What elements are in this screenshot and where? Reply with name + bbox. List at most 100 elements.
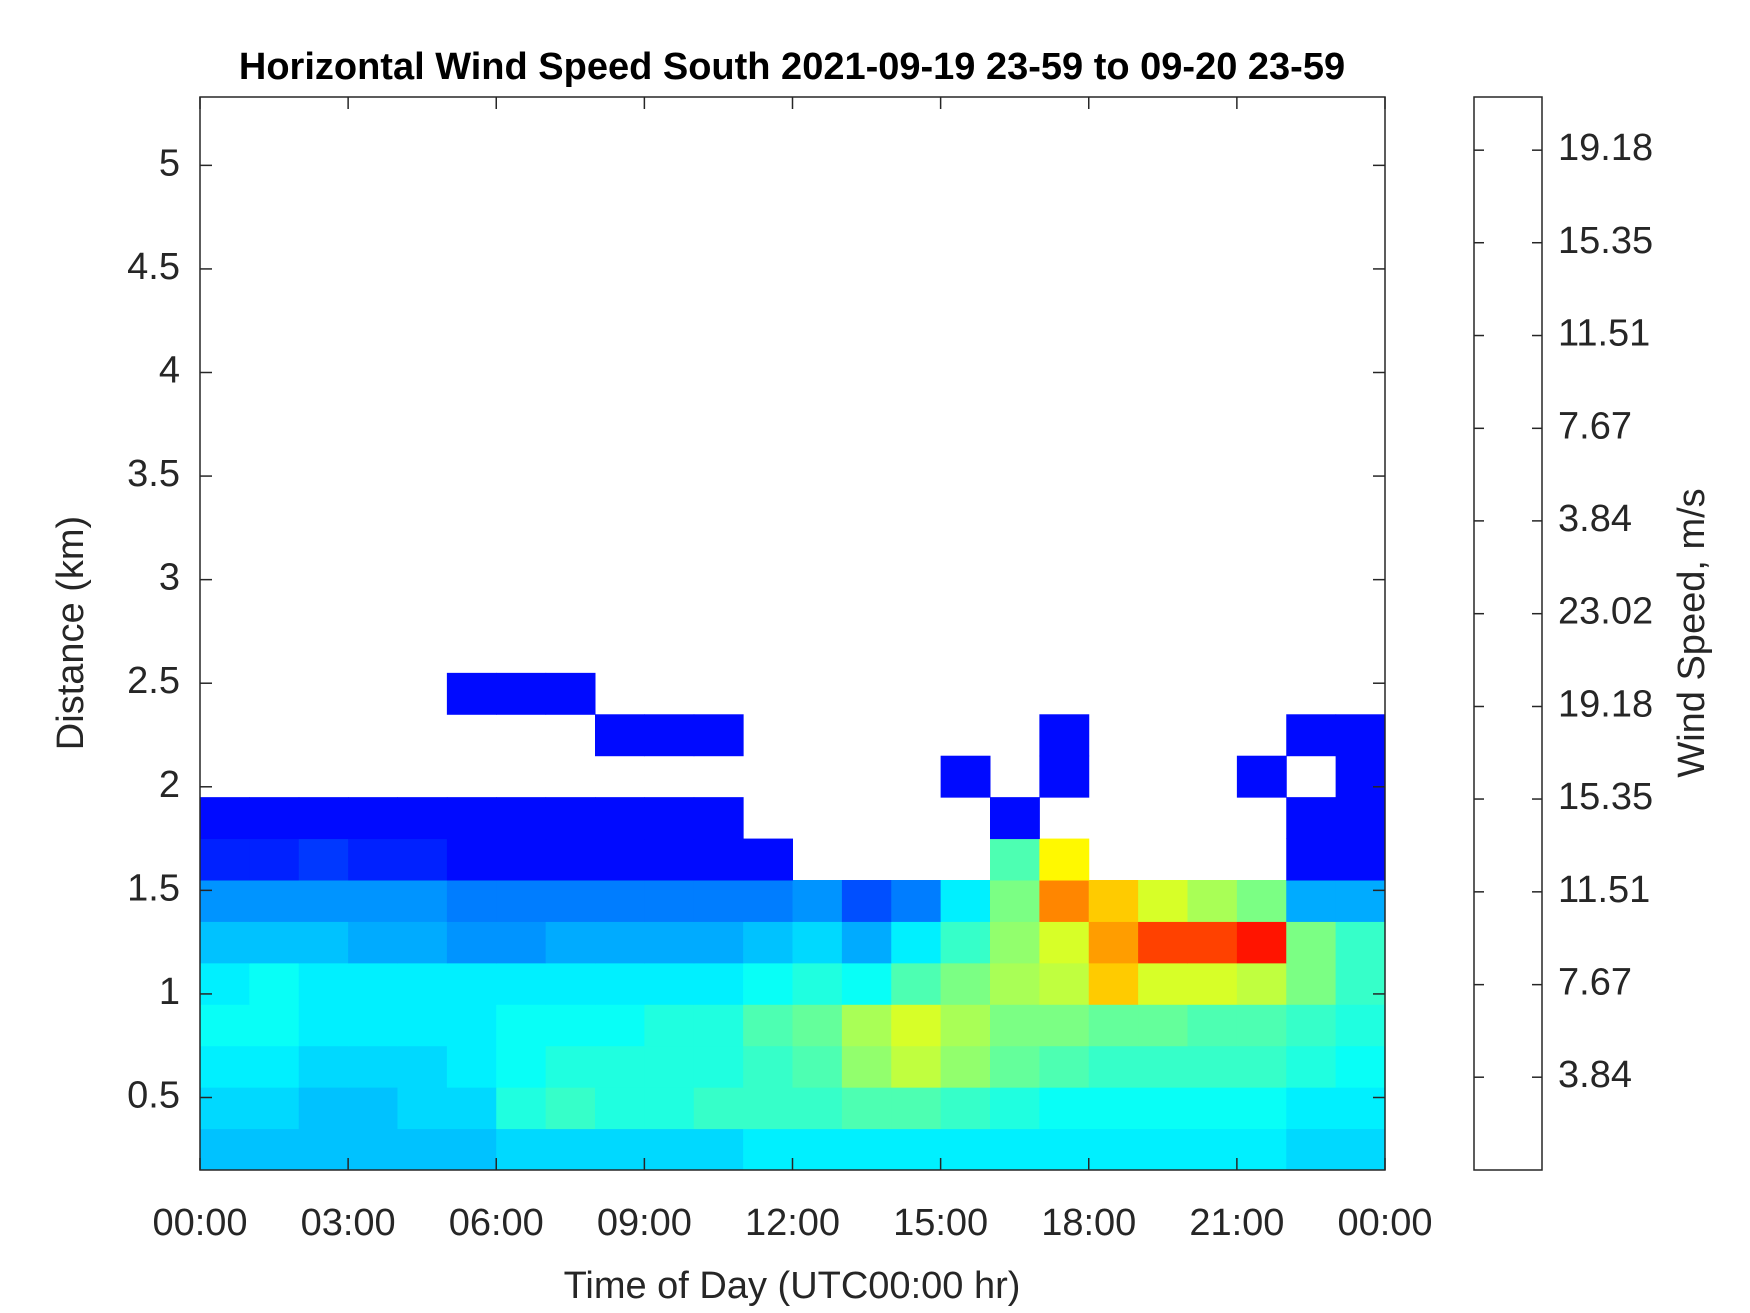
- heat-cell: [1335, 1045, 1386, 1088]
- heat-cell: [348, 921, 398, 964]
- heat-cell: [348, 1004, 398, 1047]
- heat-cell: [1088, 962, 1139, 1005]
- colorbar: [1473, 96, 1543, 1171]
- colorbar-tick-label: 7.67: [1558, 405, 1632, 447]
- heat-cell: [693, 838, 744, 881]
- heat-cell: [990, 921, 1040, 964]
- y-axis-label: Distance (km): [50, 516, 92, 750]
- heat-cell: [446, 1004, 497, 1047]
- heat-cell: [940, 880, 991, 922]
- colorbar-tick-label: 15.35: [1558, 776, 1653, 818]
- heat-cell: [792, 1087, 843, 1130]
- heat-cell: [249, 797, 300, 840]
- heat-cell: [545, 921, 596, 964]
- heat-cell: [792, 1045, 843, 1088]
- heat-cell: [1138, 1128, 1188, 1171]
- heat-cell: [545, 838, 596, 881]
- heat-cell: [1138, 880, 1188, 922]
- heat-cell: [990, 880, 1040, 922]
- heat-cell: [1236, 921, 1287, 964]
- heat-cell: [348, 1045, 398, 1088]
- heat-cell: [397, 838, 448, 881]
- heat-cell: [200, 880, 250, 922]
- heat-cell: [1039, 921, 1090, 964]
- heat-cell: [841, 1045, 892, 1088]
- heat-cell: [595, 962, 645, 1005]
- heat-cell: [298, 1128, 349, 1171]
- heat-cell: [1138, 921, 1188, 964]
- colorbar-tick-label: 19.18: [1558, 127, 1653, 169]
- heat-cell: [496, 1128, 547, 1171]
- heat-cell: [841, 921, 892, 964]
- heat-cell: [249, 921, 300, 964]
- heat-cell: [743, 1087, 793, 1130]
- heat-cell: [298, 797, 349, 840]
- heat-cell: [200, 921, 250, 964]
- x-tick-label: 12:00: [745, 1202, 840, 1244]
- heat-cell: [249, 880, 300, 922]
- heat-cell: [644, 880, 695, 922]
- heat-cell: [1286, 962, 1337, 1005]
- heat-cell: [1039, 1004, 1090, 1047]
- heat-cell: [1187, 1004, 1238, 1047]
- heat-cell: [200, 797, 250, 840]
- heat-cell: [200, 1128, 250, 1171]
- colorbar-label: Wind Speed, m/s: [1671, 488, 1713, 777]
- heat-cell: [545, 797, 596, 840]
- heat-cell: [1187, 1128, 1238, 1171]
- heat-cell: [644, 797, 695, 840]
- heat-cell: [298, 1045, 349, 1088]
- heat-cell: [1088, 880, 1139, 922]
- x-tick-label: 18:00: [1041, 1202, 1136, 1244]
- heat-cell: [1236, 1045, 1287, 1088]
- heat-cell: [693, 797, 744, 840]
- y-tick-label: 2: [159, 764, 180, 806]
- heat-cell: [496, 1004, 547, 1047]
- colorbar-tick-label: 11.51: [1558, 313, 1650, 355]
- heat-cell: [348, 1128, 398, 1171]
- heat-cell: [1088, 1128, 1139, 1171]
- heat-cell: [990, 962, 1040, 1005]
- heat-cell: [1138, 1087, 1188, 1130]
- heat-cell: [792, 921, 843, 964]
- colorbar-tick-label: 7.67: [1558, 962, 1632, 1004]
- heat-cell: [693, 880, 744, 922]
- heat-cell: [496, 962, 547, 1005]
- heat-cell: [1286, 714, 1337, 757]
- heat-cell: [693, 1004, 744, 1047]
- heat-cell: [1335, 880, 1386, 922]
- heat-cell: [348, 1087, 398, 1130]
- heat-cell: [446, 1128, 497, 1171]
- heat-cell: [446, 880, 497, 922]
- y-tick-label: 1.5: [127, 867, 180, 909]
- y-tick-label: 0.5: [127, 1075, 180, 1117]
- heat-cell: [348, 962, 398, 1005]
- heat-cell: [1138, 962, 1188, 1005]
- heat-cell: [348, 797, 398, 840]
- heat-cell: [891, 921, 942, 964]
- heat-cell: [693, 714, 744, 757]
- heat-cell: [249, 1128, 300, 1171]
- heat-cell: [1039, 880, 1090, 922]
- x-tick-label: 21:00: [1189, 1202, 1284, 1244]
- heat-cell: [841, 1004, 892, 1047]
- heat-cell: [841, 962, 892, 1005]
- heat-cell: [200, 1045, 250, 1088]
- heat-cell: [743, 921, 793, 964]
- heat-cell: [595, 1087, 645, 1130]
- heat-cell: [397, 1045, 448, 1088]
- heat-cell: [200, 1004, 250, 1047]
- heat-cell: [1138, 1004, 1188, 1047]
- heat-cell: [693, 1087, 744, 1130]
- y-tick-label: 3: [159, 557, 180, 599]
- heat-cell: [940, 1004, 991, 1047]
- chart-title: Horizontal Wind Speed South 2021-09-19 2…: [239, 46, 1345, 88]
- heat-cell: [446, 672, 497, 715]
- heat-cell: [249, 838, 300, 881]
- heat-cell: [397, 797, 448, 840]
- heat-cell: [1286, 1087, 1337, 1130]
- heat-cell: [1187, 1045, 1238, 1088]
- heat-cell: [595, 1004, 645, 1047]
- heat-cell: [1236, 1128, 1287, 1171]
- heat-cell: [249, 1045, 300, 1088]
